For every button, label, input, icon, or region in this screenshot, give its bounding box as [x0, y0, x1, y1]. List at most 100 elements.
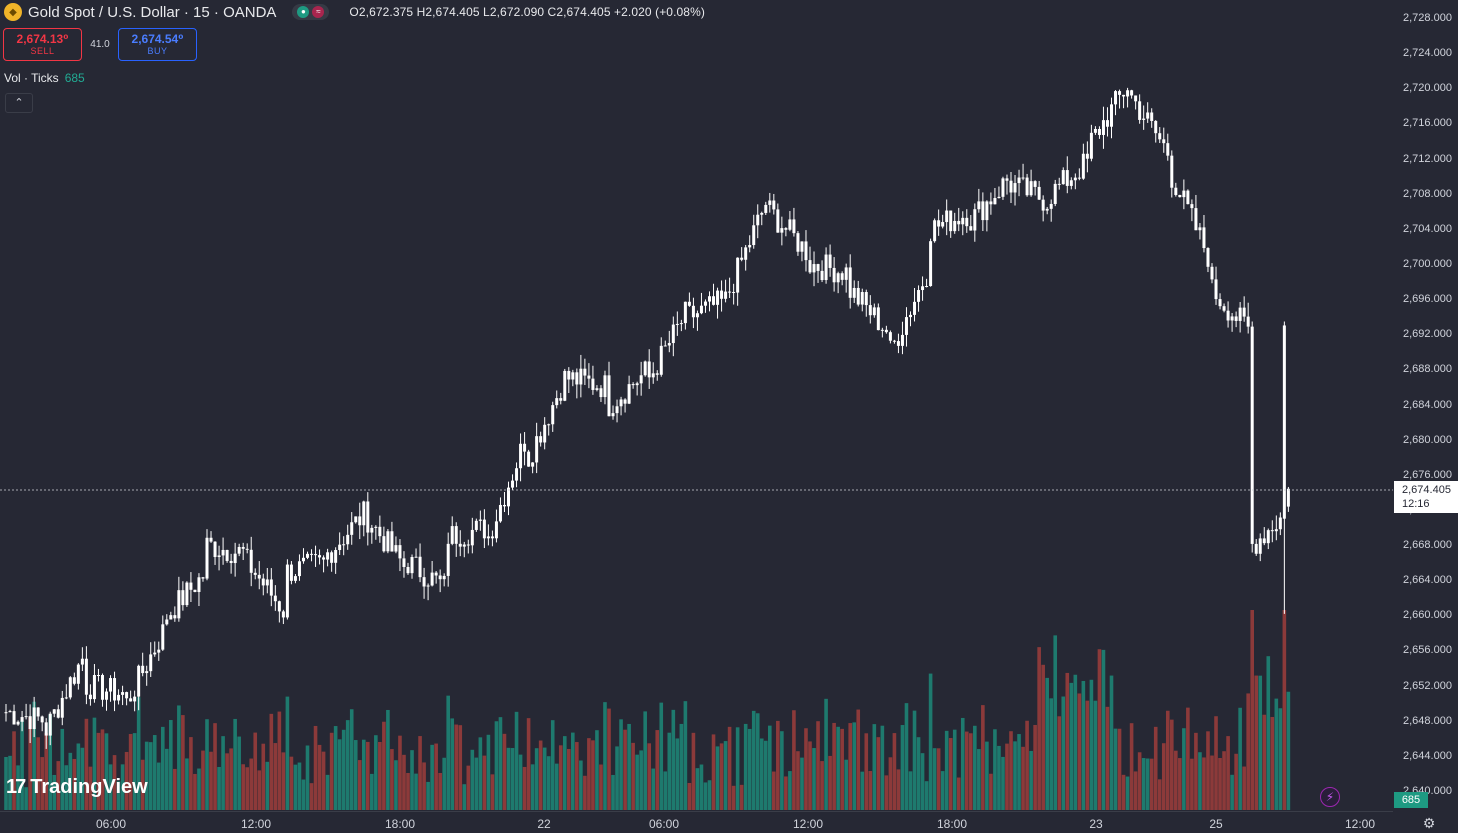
volume-bar: [796, 751, 800, 810]
volume-bar: [458, 725, 463, 810]
volume-legend[interactable]: Vol · Ticks 685: [4, 71, 85, 85]
time-tick-label: 18:00: [384, 817, 416, 831]
candle-body: [892, 340, 896, 342]
volume-bar: [297, 762, 302, 810]
volume-bar: [587, 738, 591, 810]
candle-body: [1077, 177, 1081, 179]
candle-body: [426, 585, 430, 587]
volume-bar: [715, 746, 720, 810]
candle-body: [953, 220, 957, 232]
volume-badge: 685: [1394, 792, 1428, 808]
volume-bar: [1254, 675, 1259, 810]
market-status-pill[interactable]: ● ≈: [292, 4, 330, 20]
buy-button[interactable]: 2,674.54⁰ BUY: [118, 28, 197, 61]
volume-bar: [844, 759, 848, 810]
price-tick-label: 2,704.000: [1403, 222, 1452, 235]
candle-body: [764, 204, 768, 213]
volume-bar: [124, 751, 129, 810]
volume-bar: [1186, 707, 1190, 810]
candle-body: [121, 692, 125, 695]
candle-body: [418, 556, 422, 578]
candle-body: [615, 406, 619, 414]
price-tick-label: 2,660.000: [1403, 609, 1452, 622]
volume-bar: [631, 742, 635, 810]
volume-bar: [836, 726, 840, 810]
volume-bar: [28, 717, 32, 810]
volume-bar: [824, 698, 828, 810]
volume-bar: [426, 781, 430, 810]
candle-body: [225, 549, 229, 561]
volume-bar: [768, 725, 772, 810]
volume-bar: [32, 701, 36, 810]
volume-bar: [4, 756, 8, 810]
candle-body: [245, 548, 249, 550]
volume-bar: [96, 732, 101, 810]
chevron-up-icon: ⌃: [14, 97, 24, 109]
lightning-icon[interactable]: ⚡: [1320, 787, 1340, 807]
sell-button[interactable]: 2,674.13⁰ SELL: [3, 28, 82, 61]
volume-bar: [973, 725, 977, 810]
candle-body: [748, 245, 752, 248]
candle-body: [651, 373, 655, 378]
candle-body: [193, 589, 197, 592]
candle-body: [269, 579, 273, 596]
volume-bar: [80, 747, 85, 810]
volume-bar: [804, 728, 808, 810]
candle-body: [527, 451, 531, 467]
candle-body: [1073, 177, 1077, 181]
volume-bar: [940, 771, 945, 810]
candle-body: [209, 537, 213, 542]
volume-bar: [759, 738, 764, 810]
volume-bar: [1033, 724, 1037, 810]
volume-bar: [1101, 649, 1106, 810]
settings-icon[interactable]: ⚙: [1422, 815, 1436, 831]
volume-bar: [490, 774, 495, 810]
volume-bar: [269, 713, 274, 810]
candle-body: [382, 536, 386, 552]
candle-body: [876, 307, 880, 331]
candle-body: [828, 254, 832, 268]
volume-bar: [329, 732, 334, 810]
collapse-legend-button[interactable]: ⌃: [5, 93, 33, 113]
candle-body: [48, 713, 52, 736]
candle-body: [1045, 208, 1049, 211]
volume-bar: [60, 728, 65, 810]
volume-bar: [800, 757, 804, 810]
volume-bar: [635, 754, 639, 810]
volume-bar: [502, 733, 507, 810]
volume-bar: [1097, 649, 1102, 810]
candle-body: [28, 716, 32, 730]
volume-bar: [703, 782, 708, 810]
candle-body: [655, 373, 659, 375]
price-tick-label: 2,724.000: [1403, 47, 1452, 60]
candle-body: [595, 388, 599, 390]
volume-bar: [964, 731, 969, 810]
candle-body: [494, 521, 498, 539]
volume-bar: [466, 765, 471, 810]
candle-body: [1206, 248, 1210, 267]
candlestick-chart[interactable]: [0, 0, 1393, 811]
price-tick-label: 2,692.000: [1403, 328, 1452, 341]
candle-body: [921, 286, 925, 291]
candle-body: [716, 290, 720, 305]
candle-body: [543, 424, 547, 443]
chart-area[interactable]: ◆ Gold Spot / U.S. Dollar · 15 · OANDA ●…: [0, 0, 1393, 811]
volume-bar: [526, 718, 531, 810]
price-axis[interactable]: 2,728.000 2,724.000 2,720.000 2,716.000 2,71…: [1393, 0, 1458, 811]
candle-body: [434, 572, 438, 576]
volume-bar: [116, 781, 121, 810]
bar-countdown: 12:16: [1402, 498, 1430, 510]
volume-bar: [1178, 758, 1182, 810]
symbol-title[interactable]: Gold Spot / U.S. Dollar · 15 · OANDA: [28, 3, 277, 21]
candle-body: [1037, 186, 1041, 200]
candle-body: [567, 370, 571, 380]
candle-body: [68, 677, 72, 698]
volume-bar: [1242, 766, 1246, 810]
price-tick-label: 2,676.000: [1403, 468, 1452, 481]
volume-bar: [108, 764, 113, 810]
candle-body: [310, 553, 314, 555]
volume-bar: [213, 723, 217, 810]
time-axis[interactable]: 06:00 12:00 18:00 22 06:00 12:00 18:00 23 25 12:0…: [0, 811, 1393, 833]
candle-body: [796, 233, 800, 252]
volume-bar: [679, 723, 684, 810]
